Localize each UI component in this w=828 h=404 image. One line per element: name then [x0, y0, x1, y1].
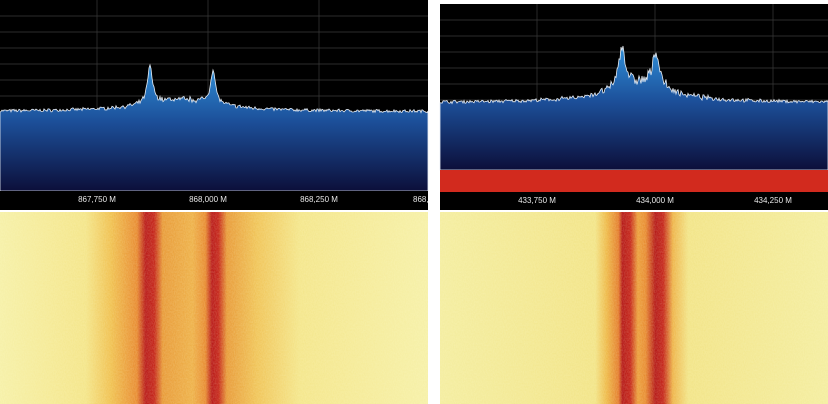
red-bar: [440, 170, 828, 192]
freq-label: 868,250 M: [300, 195, 338, 204]
freq-label: 433,750 M: [518, 196, 556, 205]
freq-label: 434,000 M: [636, 196, 674, 205]
waterfall-noise: [0, 212, 428, 404]
freq-label: 868,000 M: [189, 195, 227, 204]
right-panel: 433,750 M 434,000 M 434,250 M: [439, 4, 828, 404]
axis-strip: [440, 192, 828, 210]
freq-label: 868,: [413, 195, 429, 204]
left-panel: 867,750 M 868,000 M 868,250 M 868,: [0, 0, 429, 404]
spectrum-trace: [0, 63, 429, 192]
spectrum-trace: [439, 45, 828, 171]
axis-strip: [0, 191, 428, 210]
freq-label: 867,750 M: [78, 195, 116, 204]
waterfall-noise: [440, 212, 828, 404]
freq-label: 434,250 M: [754, 196, 792, 205]
